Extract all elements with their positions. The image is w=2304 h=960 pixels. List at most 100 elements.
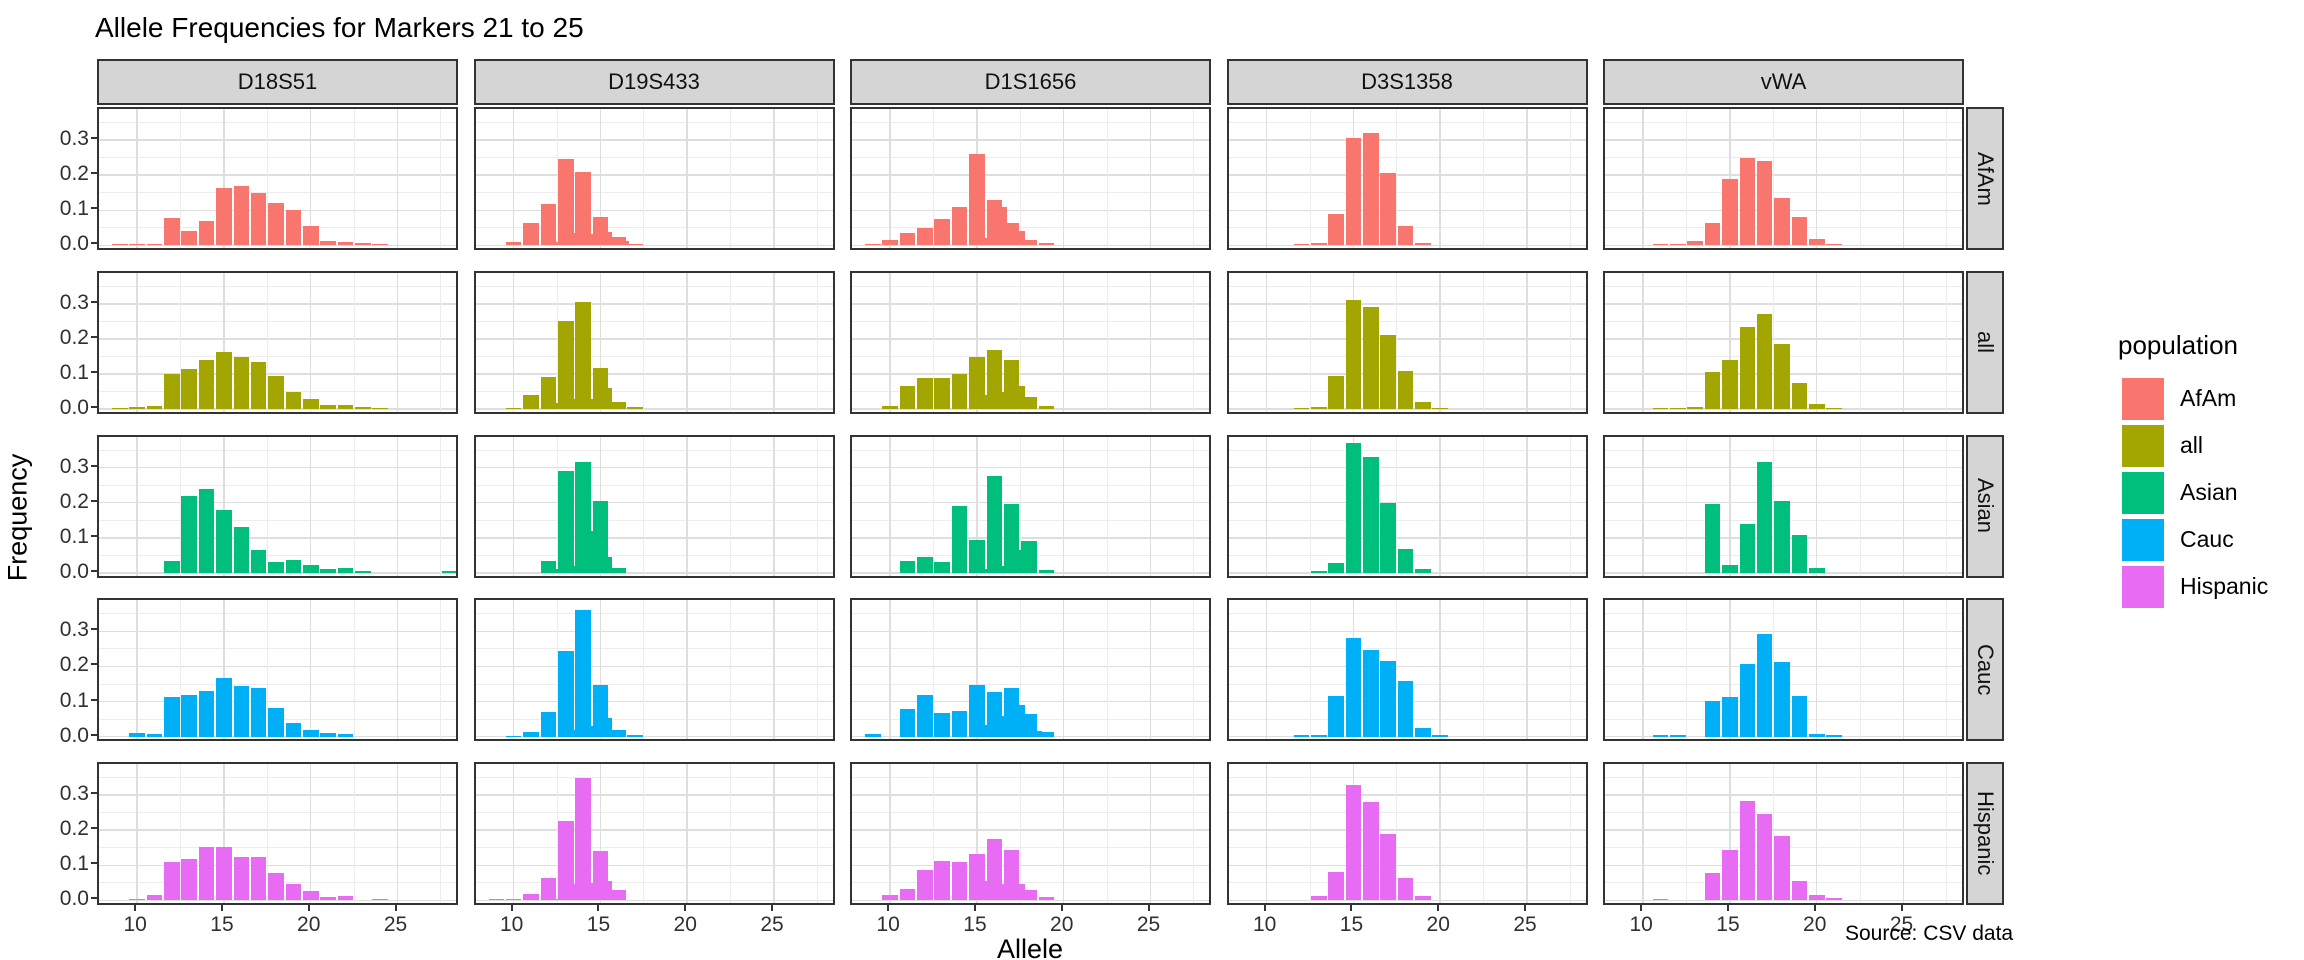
gridline-major [1605,829,1962,831]
freq-bar [1009,231,1025,246]
freq-bar [1009,883,1025,901]
gridline-minor [852,227,1209,229]
y-tick-mark [91,207,97,210]
freq-bar [355,243,371,246]
x-tick-label: 25 [760,913,784,936]
freq-bar [1038,896,1055,901]
facet-panel [850,762,1211,905]
freq-bar [1009,550,1025,573]
gridline-major [309,272,312,412]
gridline-major [599,272,602,412]
freq-bar [1808,895,1825,901]
freq-bar [285,210,302,246]
freq-bar [934,562,951,573]
freq-bar [1826,243,1842,246]
gridline-major [1605,244,1962,247]
gridline-major [99,338,456,340]
freq-bar [216,677,232,737]
gridline-major [1605,408,1962,410]
x-tick-label: 15 [586,913,611,936]
gridline-major [1439,436,1441,576]
freq-bar [610,567,626,573]
gridline-minor [1396,600,1398,740]
freq-bar [592,500,609,573]
facet-panel [1603,434,1964,578]
freq-bar [610,729,626,737]
freq-bar [1397,226,1414,246]
gridline-minor [852,683,1209,685]
gridline-major [1265,600,1268,740]
freq-bar [1739,523,1756,573]
freq-bar [917,227,933,246]
freq-bar [1722,178,1738,246]
gridline-minor [353,436,355,576]
gridline-major [852,829,1209,831]
y-tick-label: 0.1 [59,688,89,712]
gridline-minor [475,812,833,814]
gridline-minor [816,764,818,903]
gridline-major [396,764,399,903]
gridline-minor [1686,272,1688,412]
facet-panel [1603,762,1964,905]
freq-bar [1380,502,1396,573]
freq-bar [1021,889,1037,901]
x-tick-mark [597,905,600,911]
gridline-minor [1309,764,1311,903]
gridline-minor [1193,109,1195,248]
freq-bar [596,232,612,246]
freq-bar [1310,896,1327,901]
freq-bar [181,230,198,246]
gridline-major [475,537,833,539]
freq-bar [1704,701,1721,737]
gridline-minor [180,764,182,903]
gridline-major [475,572,833,574]
gridline-minor [1228,519,1586,521]
x-tick-label: 10 [1629,913,1653,936]
gridline-minor [933,600,935,740]
freq-bar [1774,500,1790,573]
freq-bar [1021,396,1037,410]
freq-bar [505,407,522,410]
freq-bar [216,846,232,901]
gridline-major [1228,408,1586,410]
freq-bar [627,243,643,246]
x-tick-label: 15 [963,913,987,936]
freq-bar [610,402,626,410]
gridline-minor [1228,613,1586,615]
gridline-major [1228,864,1586,867]
freq-bar [337,404,354,410]
freq-bar [882,895,898,901]
freq-bar [917,557,933,573]
x-tick-label: 20 [1050,913,1074,936]
freq-bar [575,610,591,737]
x-tick-label: 10 [499,913,524,936]
freq-bar [233,357,250,410]
freq-bar [355,571,371,573]
gridline-major [475,794,833,796]
gridline-major [475,244,833,247]
gridline-minor [99,812,456,814]
gridline-major [1228,501,1586,504]
facet-row-strip: AfAm [1966,107,2004,250]
gridline-major [1605,572,1962,574]
freq-bar [233,857,250,901]
gridline-major [852,864,1209,867]
facet-panel [97,598,458,742]
x-tick-mark [134,905,137,911]
gridline-major [396,600,399,740]
legend-item: Cauc [2108,516,2304,563]
gridline-minor [99,777,456,779]
freq-bar [216,509,232,573]
facet-panel [1226,270,1588,414]
freq-bar [1293,735,1310,737]
x-tick-mark [1060,905,1063,911]
gridline-minor [1772,600,1774,740]
gridline-minor [1019,272,1021,412]
gridline-minor [1605,613,1962,615]
gridline-minor [1483,600,1485,740]
gridline-major [1265,764,1268,903]
gridline-minor [556,272,558,412]
y-tick-label: 0.1 [59,524,89,548]
gridline-minor [1228,320,1586,322]
gridline-minor [1309,436,1311,576]
